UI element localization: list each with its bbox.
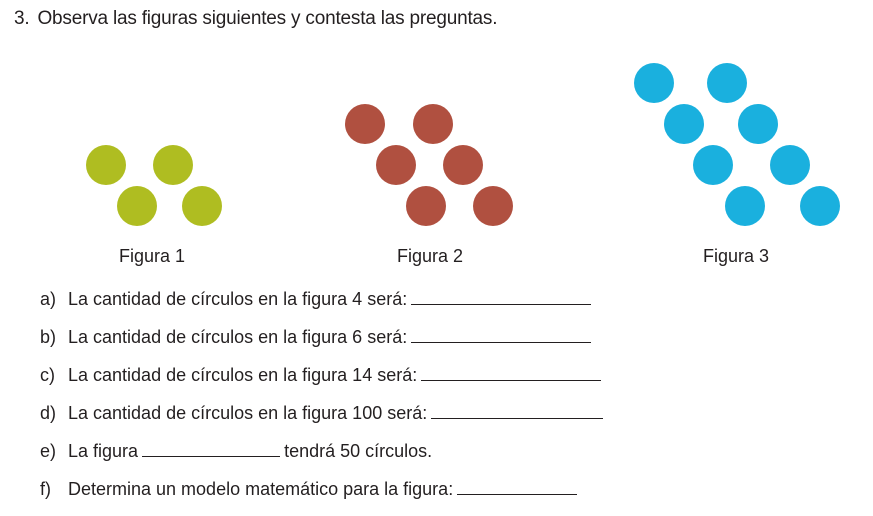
circle <box>86 145 126 185</box>
circle <box>406 186 446 226</box>
question-letter: c) <box>40 365 55 385</box>
figure-3-label: Figura 3 <box>702 246 770 266</box>
circle <box>725 186 765 226</box>
question-text: La cantidad de círculos en la figura 6 s… <box>68 327 408 347</box>
question-e: e) La figura tendrá 50 círculos. <box>40 440 432 462</box>
question-text: La cantidad de círculos en la figura 100… <box>68 403 428 423</box>
question-text: La cantidad de círculos en la figura 14 … <box>68 365 418 385</box>
answer-blank[interactable] <box>142 440 281 457</box>
question-f: f) Determina un modelo matemático para l… <box>40 478 581 500</box>
circle <box>117 186 157 226</box>
question-letter: b) <box>40 327 57 347</box>
question-b: b) La cantidad de círculos en la figura … <box>40 326 595 348</box>
circle <box>800 186 840 226</box>
circle <box>153 145 193 185</box>
question-text: Determina un modelo matemático para la f… <box>68 479 454 499</box>
circle <box>345 104 385 144</box>
circle <box>376 145 416 185</box>
circle <box>413 104 453 144</box>
question-letter: f) <box>40 479 51 499</box>
question-c: c) La cantidad de círculos en la figura … <box>40 364 605 386</box>
answer-blank[interactable] <box>431 402 604 419</box>
circle <box>738 104 778 144</box>
circle <box>443 145 483 185</box>
circle <box>707 63 747 103</box>
question-a: a) La cantidad de círculos en la figura … <box>40 288 595 310</box>
figure-2-label: Figura 2 <box>396 246 464 266</box>
circle <box>182 186 222 226</box>
circle <box>664 104 704 144</box>
answer-blank[interactable] <box>411 326 592 343</box>
question-letter: a) <box>40 289 57 309</box>
answer-blank[interactable] <box>457 478 578 495</box>
circle <box>770 145 810 185</box>
figure-1-label: Figura 1 <box>118 246 186 266</box>
circle <box>473 186 513 226</box>
question-text-after: tendrá 50 círculos. <box>284 441 433 461</box>
exercise-instruction: Observa las figuras siguientes y contest… <box>37 8 498 29</box>
question-d: d) La cantidad de círculos en la figura … <box>40 402 607 424</box>
exercise-heading: 3. Observa las figuras siguientes y conte… <box>14 8 497 30</box>
answer-blank[interactable] <box>421 364 602 381</box>
question-letter: e) <box>40 441 57 461</box>
answer-blank[interactable] <box>411 288 592 305</box>
circle <box>693 145 733 185</box>
exercise-number: 3. <box>14 8 30 29</box>
question-text: La figura <box>68 441 139 461</box>
circle <box>634 63 674 103</box>
question-text: La cantidad de círculos en la figura 4 s… <box>68 289 408 309</box>
question-letter: d) <box>40 403 57 423</box>
